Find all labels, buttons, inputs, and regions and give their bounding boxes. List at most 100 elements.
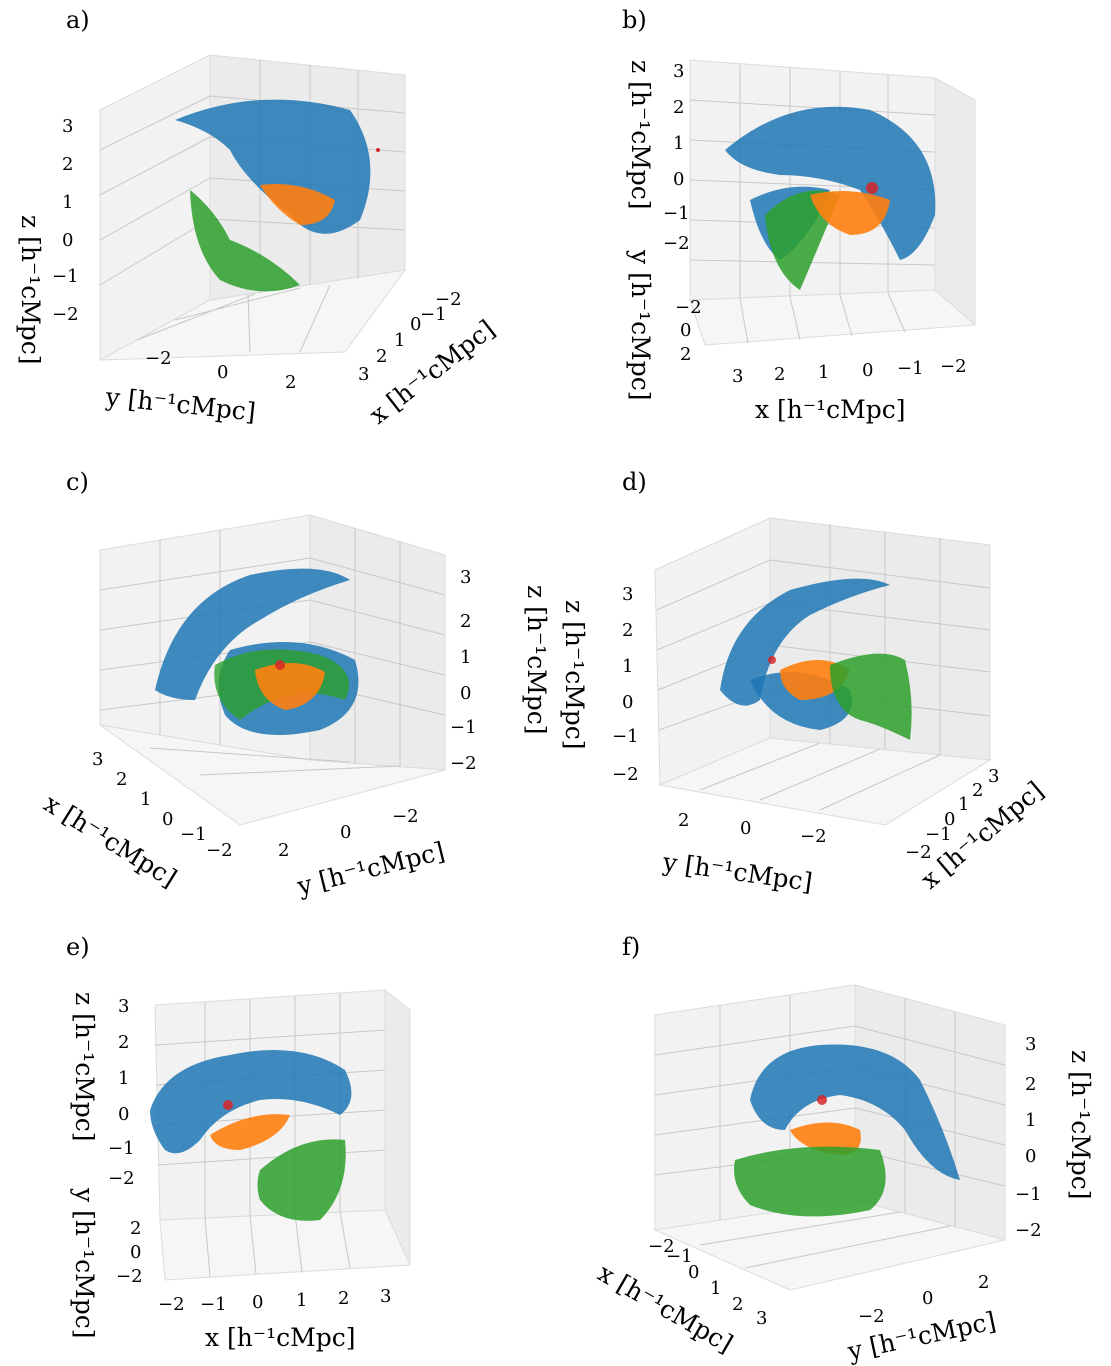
x-ticks-b: 3 2 1 0 −1 −2 [732,356,967,387]
panel-label-f: f) [622,933,640,961]
z-tick-d-5: −2 [612,764,639,785]
y-ticks-b: −2 0 2 [675,297,702,365]
x-tick-f-2: 0 [688,1262,699,1283]
x-tick-c-2: 1 [140,789,151,810]
pane-floor-d [658,737,992,826]
x-tick-d-2: 0 [944,809,955,830]
y-tick-d-2: −2 [800,826,827,847]
x-tick-b-0: 3 [732,366,743,387]
pane-right-c [309,514,446,771]
z-tick-a-0: 3 [62,116,73,137]
y-tick-e-2: −2 [116,1266,143,1287]
z-tick-d-0: 3 [622,584,633,605]
x-tick-b-1: 2 [774,364,785,385]
z-tick-c-3: 0 [460,683,471,704]
x-tick-b-5: −2 [940,356,967,377]
panel-b: b) 3 2 1 0 −1 −2 z [h⁻¹cMpc] [622,6,977,424]
z-tick-b-2: 1 [673,133,684,154]
x-tick-c-1: 2 [116,769,127,790]
y-tick-c-1: 0 [340,822,351,843]
y-label-a: y [h⁻¹cMpc] [103,382,257,427]
x-tick-c-3: 0 [162,809,173,830]
z-label-d: z [h⁻¹cMpc] [560,600,589,750]
z-tick-f-4: −1 [1015,1184,1042,1205]
cluster-orange-b [810,191,890,235]
z-tick-f-1: 2 [1025,1074,1036,1095]
points-e [150,1050,352,1221]
z-tick-d-3: 0 [622,692,633,713]
x-tick-a-1: 2 [376,346,387,367]
y-tick-e-1: 0 [130,1242,141,1263]
x-tick-e-0: −2 [158,1294,185,1315]
x-ticks-c: 3 2 1 0 −1 −2 [92,749,233,861]
z-tick-d-2: 1 [622,656,633,677]
z-tick-b-4: −1 [663,203,690,224]
z-tick-d-4: −1 [612,726,639,747]
points-f [734,1044,960,1217]
x-tick-d-1: −1 [925,824,952,845]
pane-floor [99,269,407,361]
y-ticks-e: 2 0 −2 [116,1218,143,1287]
x-tick-f-5: 3 [756,1308,767,1329]
z-tick-e-0: 3 [118,996,129,1017]
z-tick-a-1: 2 [62,154,73,175]
x-tick-a-2: 1 [394,330,405,351]
z-tick-a-3: 0 [62,230,73,251]
y-ticks-c: 2 0 −2 [278,806,419,861]
x-tick-a-3: 0 [410,314,421,335]
z-label-e: z [h⁻¹cMpc] [70,992,99,1142]
z-tick-b-1: 2 [673,97,684,118]
cluster-green-a [190,190,300,292]
z-tick-a-2: 1 [62,192,73,213]
z-tick-c-5: −2 [450,753,477,774]
z-label-c: z [h⁻¹cMpc] [522,585,551,735]
points-b [725,106,936,290]
z-tick-e-5: −2 [108,1168,135,1189]
cluster-red-b [866,182,878,194]
z-tick-c-1: 2 [460,611,471,632]
x-tick-e-5: 3 [380,1286,391,1307]
z-tick-e-1: 2 [118,1032,129,1053]
points-d [720,578,912,740]
x-tick-e-2: 0 [252,1292,263,1313]
pane-floor-b [689,289,977,346]
panel-d: d) 3 2 1 0 −1 −2 z [h⁻¹ [560,468,1049,897]
z-tick-a-4: −1 [52,266,79,287]
z-tick-c-0: 3 [460,567,471,588]
y-tick-f-2: 2 [978,1272,989,1293]
x-tick-b-3: 0 [862,360,873,381]
x-ticks-e: −2 −1 0 1 2 3 [158,1286,391,1315]
x-tick-e-4: 2 [338,1288,349,1309]
y-tick-a-1: 0 [217,362,228,383]
cluster-blue-c [155,568,350,700]
z-tick-f-3: 0 [1025,1146,1036,1167]
z-tick-c-2: 1 [460,647,471,668]
z-label-a: z [h⁻¹cMpc] [16,215,45,365]
panel-label-e: e) [66,933,90,961]
cluster-orange-a [260,184,335,225]
cluster-green-d [830,653,912,740]
y-label-c: y [h⁻¹cMpc] [293,836,447,901]
cluster-red-e [223,1100,233,1110]
y-ticks-a: −2 0 2 [145,348,296,393]
cluster-blue-e [150,1050,352,1154]
z-tick-c-4: −1 [450,717,477,738]
z-label-f: z [h⁻¹cMpc] [1066,1050,1095,1200]
panel-label-d: d) [622,468,647,496]
points-c [155,568,359,735]
x-tick-f-1: −1 [666,1246,693,1267]
x-tick-f-4: 2 [732,1294,743,1315]
z-tick-f-5: −2 [1015,1220,1042,1241]
z-ticks-d: 3 2 1 0 −1 −2 [612,584,639,785]
points-a [175,99,380,292]
cluster-red-d [768,656,776,664]
y-tick-f-0: −2 [858,1306,885,1327]
x-tick-d-3: 1 [958,794,969,815]
y-ticks-f: −2 0 2 [858,1272,989,1327]
y-tick-c-0: 2 [278,840,289,861]
z-ticks-e: 3 2 1 0 −1 −2 [108,996,135,1189]
panel-label-b: b) [622,6,647,34]
x-tick-d-0: −2 [905,842,932,863]
x-tick-f-0: −2 [648,1236,675,1257]
